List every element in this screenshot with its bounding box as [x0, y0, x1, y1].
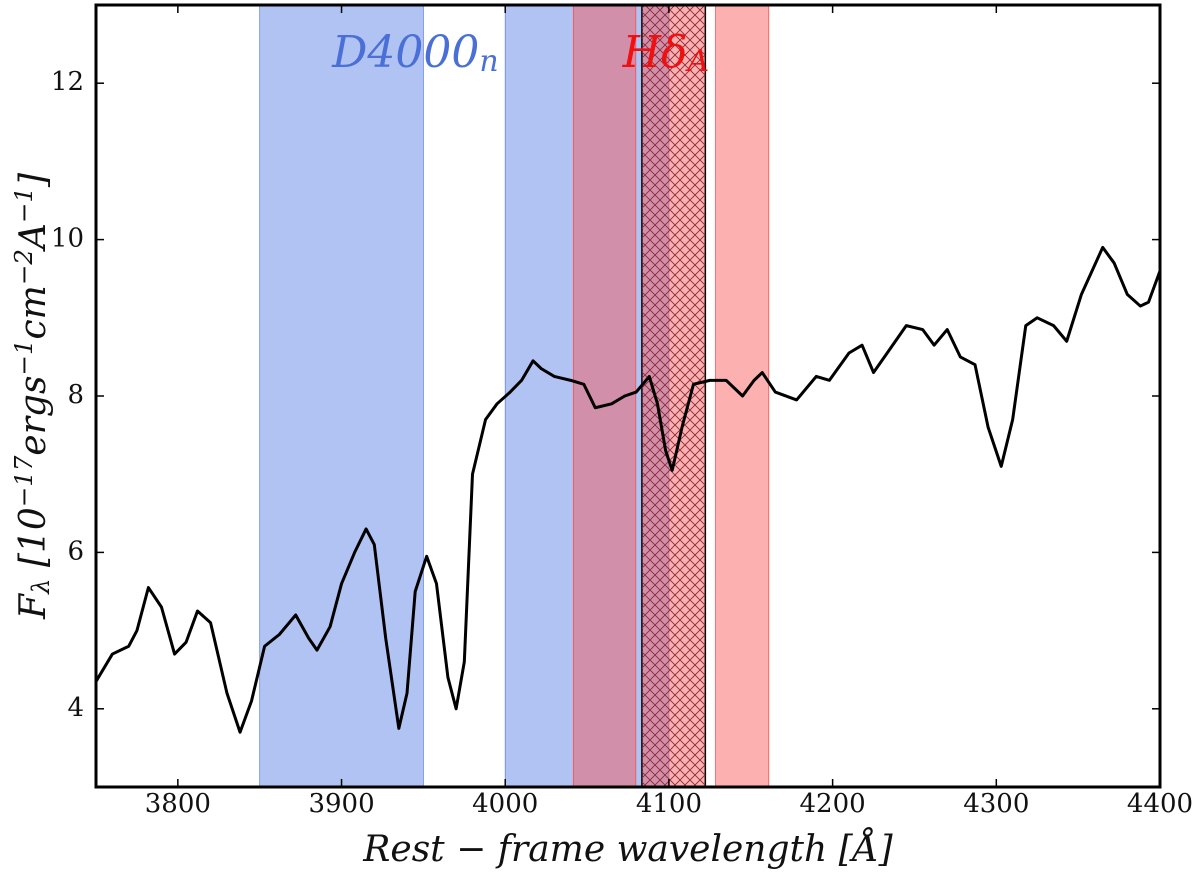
x-axis-label-part: Rest − frame wavelength [Å]: [362, 828, 893, 870]
x-tick-label: 4400: [1127, 789, 1193, 819]
y-axis-label-part: −2: [9, 249, 38, 285]
x-tick-label: 3900: [308, 789, 374, 819]
y-axis-label-part: λ: [26, 579, 55, 596]
y-axis-label-part: ]: [13, 172, 54, 188]
hatch: [641, 5, 706, 787]
shaded-region: [259, 5, 424, 787]
y-axis-label-part: [10: [13, 507, 54, 578]
y-axis-label: Fλ [10−17ergs−1cm−2A−1]: [9, 172, 55, 620]
annotation: D4000n: [331, 27, 499, 79]
y-axis-label-part: cm: [13, 285, 54, 339]
annotation: HδA: [622, 27, 709, 79]
y-axis-label-part: −1: [9, 187, 38, 223]
plot-frame: [94, 3, 1162, 789]
y-axis-label-part: F: [13, 592, 54, 620]
x-tick-label: 3800: [145, 789, 211, 819]
annotation-part: A: [684, 44, 709, 79]
y-tick-label: 10: [51, 224, 84, 254]
x-tick-label: 4100: [636, 789, 702, 819]
annotation-part: Hδ: [622, 27, 688, 78]
y-tick-label: 12: [51, 67, 84, 97]
y-tick-label: 6: [67, 536, 84, 566]
x-tick-label: 4200: [800, 789, 866, 819]
annotation-part: D4000: [331, 27, 479, 78]
x-axis-label: Rest − frame wavelength [Å]: [362, 828, 893, 870]
x-tick-label: 4000: [472, 789, 538, 819]
y-axis-label-part: A: [13, 223, 54, 252]
y-tick-label: 4: [67, 693, 84, 723]
y-axis-label-part: −17: [9, 455, 38, 507]
y-axis-label-part: −1: [9, 339, 38, 375]
y-tick-label: 8: [67, 380, 84, 410]
y-axis-label-part: ergs: [13, 376, 54, 456]
x-tick-label: 4300: [963, 789, 1029, 819]
annotation-part: n: [479, 44, 498, 79]
spectrum-line: [96, 245, 1160, 734]
